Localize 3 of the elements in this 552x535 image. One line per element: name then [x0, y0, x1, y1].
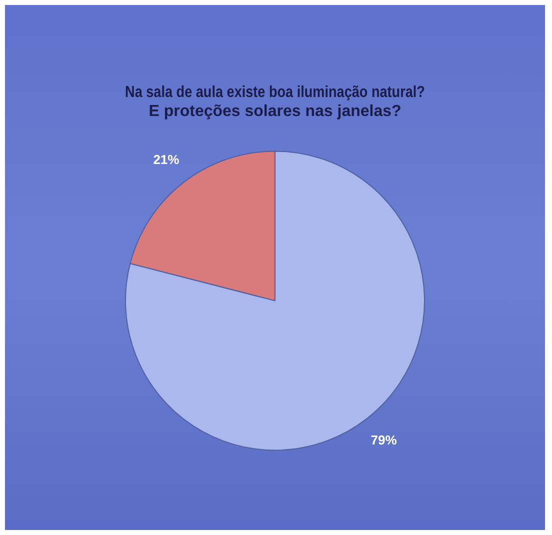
chart-title: Na sala de aula existe boa iluminação natural? E proteções solares nas janelas? [125, 84, 425, 120]
data-label: 21% [153, 152, 180, 168]
data-label: 79% [370, 432, 398, 448]
